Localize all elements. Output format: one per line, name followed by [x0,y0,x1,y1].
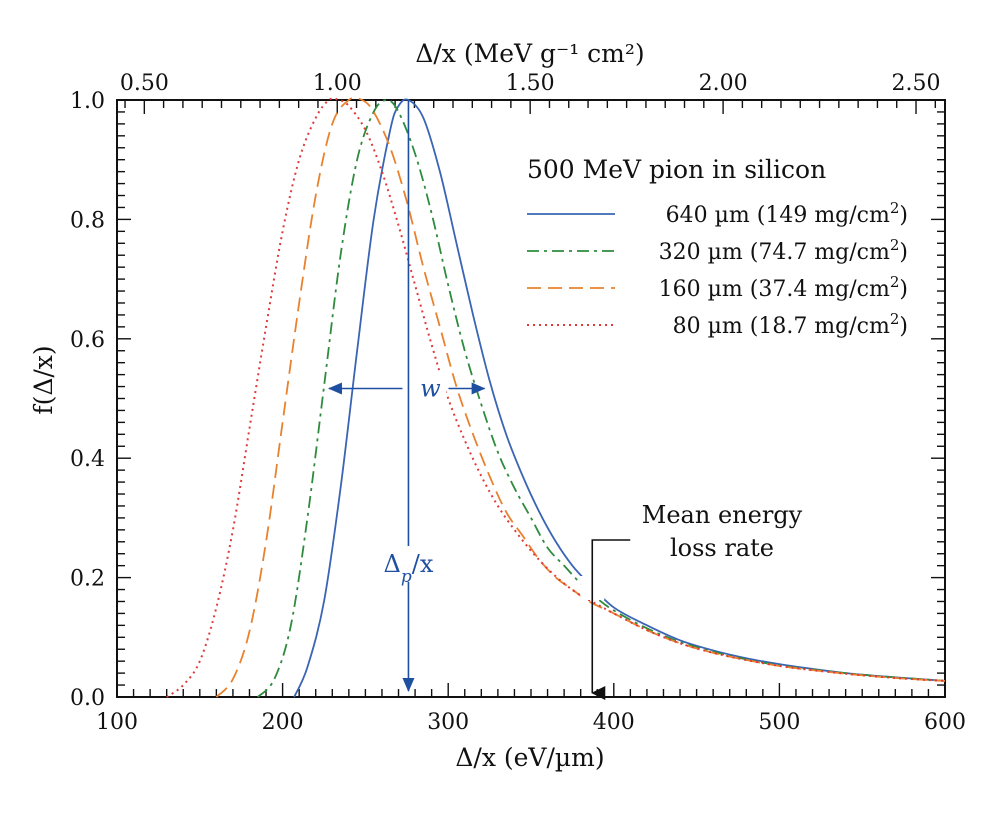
series-line-2 [215,96,946,698]
x-axis-ticks: 100 200 300 400 500 600 [96,683,966,735]
mean-arrow [591,539,631,700]
legend-label-0: 640 µm (149 mg/cm2) [666,199,908,228]
annotations: w Δp/x Mean energy loss rate [327,100,803,700]
x-tick-label: 200 [262,710,304,735]
top-tick-label: 1.50 [506,71,555,96]
plot-border [116,99,946,698]
y-axis-title: f(Δ/x) [29,345,58,414]
top-tick-label: 2.00 [699,71,748,96]
series-line-1 [257,99,946,698]
y-tick-label: 1.0 [70,89,105,114]
mean-label-line2: loss rate [670,534,774,562]
x-tick-label: 400 [593,710,635,735]
x-tick-label: 600 [924,710,966,735]
legend-label-2: 160 µm (37.4 mg/cm2) [659,273,908,302]
top-tick-label: 2.50 [892,71,941,96]
series-lines [166,96,946,698]
plot-frame [116,99,946,698]
legend-label-1: 320 µm (74.7 mg/cm2) [659,236,908,265]
x-tick-label: 500 [758,710,800,735]
y-axis-ticks: 0.0 0.2 0.4 0.6 0.8 1.0 [70,89,945,711]
series-line-0 [293,98,946,698]
peak-label: Δp/x [384,550,434,587]
y-tick-label: 0.0 [70,686,105,711]
width-label-bg [416,372,447,403]
top-axis-ticks: 0.50 1.00 1.50 2.00 2.50 [120,71,941,114]
top-axis-title: Δ/x (MeV g⁻¹ cm²) [415,39,644,68]
width-label: w [420,375,441,403]
peak-label-bg [364,546,453,582]
y-tick-label: 0.6 [70,328,105,353]
x-axis-title: Δ/x (eV/µm) [455,743,604,772]
legend-label-3: 80 µm (18.7 mg/cm2) [673,310,908,339]
x-tick-label: 300 [427,710,469,735]
series-line-3 [166,97,946,698]
y-tick-label: 0.4 [70,447,105,472]
legend: 500 MeV pion in silicon 640 µm (149 mg/cm… [527,155,908,339]
y-tick-label: 0.8 [70,208,105,233]
mean-label-line1: Mean energy [642,501,803,529]
top-tick-label: 0.50 [120,71,169,96]
y-tick-label: 0.2 [70,567,105,592]
top-tick-label: 1.00 [313,71,362,96]
legend-title: 500 MeV pion in silicon [527,155,826,184]
x-tick-label: 100 [96,710,138,735]
